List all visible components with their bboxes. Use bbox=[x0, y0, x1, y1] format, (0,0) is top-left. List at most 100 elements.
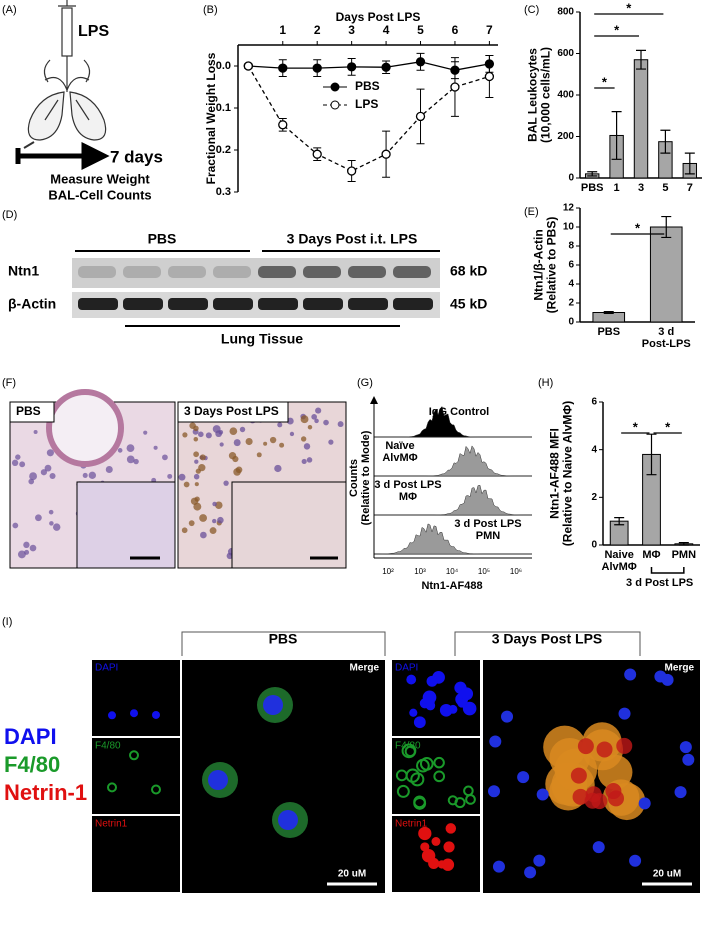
group-bracket bbox=[650, 567, 685, 574]
y-tick-label: 10 bbox=[563, 222, 575, 233]
nucleus bbox=[654, 670, 667, 683]
nucleus bbox=[189, 422, 196, 430]
cell bbox=[605, 783, 622, 800]
channel-label: DAPI bbox=[95, 663, 118, 674]
y-tick-label: 0.1 bbox=[216, 102, 231, 114]
size-label: 45 kD bbox=[450, 296, 487, 312]
nucleus bbox=[501, 710, 514, 723]
nucleus bbox=[239, 426, 246, 433]
cell bbox=[151, 784, 161, 795]
nucleus bbox=[328, 439, 334, 445]
legend-marker bbox=[330, 100, 340, 110]
flow-histograms bbox=[373, 405, 533, 555]
nucleus bbox=[524, 866, 537, 879]
y-tick-label: 0 bbox=[568, 173, 574, 184]
nucleus bbox=[49, 473, 56, 480]
point bbox=[381, 62, 391, 72]
y-tick-label: 4 bbox=[568, 279, 574, 290]
x-tick-label: 10⁴ bbox=[446, 567, 459, 576]
nucleus bbox=[88, 471, 97, 480]
cell bbox=[454, 797, 466, 809]
y-axis-title: Fractional Weight Loss bbox=[204, 52, 218, 184]
nucleus bbox=[638, 797, 651, 810]
panel-label: (G) bbox=[357, 377, 373, 389]
nucleus bbox=[117, 448, 123, 453]
nucleus bbox=[12, 522, 19, 529]
panel-label: (C) bbox=[524, 4, 539, 16]
nucleus bbox=[188, 520, 195, 527]
nucleus bbox=[301, 458, 307, 465]
nucleus bbox=[133, 458, 139, 465]
nucleus bbox=[245, 437, 253, 446]
nucleus bbox=[533, 854, 546, 867]
cell bbox=[129, 750, 139, 761]
point bbox=[278, 63, 288, 73]
x-tick-label: 5 bbox=[662, 182, 668, 194]
point bbox=[346, 166, 357, 176]
nucleus bbox=[592, 841, 605, 854]
band bbox=[168, 266, 206, 278]
y-tick-label: 400 bbox=[557, 90, 574, 101]
nucleus bbox=[315, 407, 322, 414]
nucleus bbox=[517, 771, 530, 784]
band bbox=[78, 266, 116, 278]
point bbox=[312, 149, 322, 159]
error-bar bbox=[646, 433, 657, 476]
y-tick-label: 2 bbox=[591, 492, 597, 503]
nucleus bbox=[311, 414, 317, 420]
band bbox=[213, 298, 253, 310]
nucleus bbox=[19, 461, 26, 468]
histogram bbox=[373, 523, 532, 555]
scale-label: 20 uM bbox=[653, 869, 681, 880]
cell bbox=[406, 674, 417, 685]
y-tick-label: 6 bbox=[568, 260, 574, 271]
histogram bbox=[374, 484, 533, 516]
nucleus bbox=[212, 425, 221, 433]
x-tick-label: 6 bbox=[452, 23, 459, 37]
channel-image bbox=[92, 816, 180, 892]
nucleus bbox=[269, 436, 277, 444]
cell bbox=[572, 788, 589, 805]
channel-image bbox=[92, 660, 180, 736]
label-box bbox=[9, 401, 55, 423]
nucleus bbox=[337, 421, 344, 428]
nucleus bbox=[306, 457, 313, 463]
nucleus bbox=[279, 442, 285, 448]
cell bbox=[418, 826, 432, 841]
group-label: 3 d Post LPS bbox=[626, 577, 693, 589]
nucleus bbox=[167, 473, 173, 479]
band bbox=[123, 298, 163, 310]
nucleus bbox=[679, 741, 692, 754]
nucleus bbox=[289, 431, 295, 437]
tissue-label: Lung Tissue bbox=[221, 331, 303, 347]
nucleus bbox=[126, 455, 135, 464]
band bbox=[348, 266, 386, 278]
condition-title: 3 Days Post LPS bbox=[492, 631, 603, 647]
y-axis-title: Ntn1-AF488 MFI(Relative to Naive AlvMΦ) bbox=[548, 401, 575, 546]
nucleus bbox=[212, 518, 217, 524]
nucleus bbox=[682, 753, 695, 766]
nucleus bbox=[23, 541, 30, 549]
nucleus bbox=[200, 531, 207, 539]
point bbox=[243, 61, 253, 71]
nucleus bbox=[52, 523, 61, 531]
nucleus bbox=[228, 452, 237, 460]
nucleus bbox=[489, 735, 502, 748]
error-bar bbox=[684, 152, 695, 175]
y-tick-label: 0 bbox=[568, 317, 574, 328]
bands bbox=[78, 266, 433, 310]
band bbox=[123, 266, 161, 278]
duration: 7 days bbox=[110, 147, 163, 166]
error-bar bbox=[614, 516, 625, 526]
cell bbox=[433, 770, 446, 783]
nucleus bbox=[35, 514, 42, 522]
x-tick-label: 3 d Post-LPS bbox=[642, 326, 691, 350]
cell bbox=[431, 837, 441, 846]
error-bar bbox=[611, 111, 622, 160]
nucleus bbox=[82, 472, 88, 478]
point bbox=[278, 120, 288, 130]
point bbox=[381, 149, 391, 159]
cell bbox=[422, 690, 437, 705]
nucleus bbox=[199, 454, 206, 461]
cell bbox=[443, 841, 455, 853]
